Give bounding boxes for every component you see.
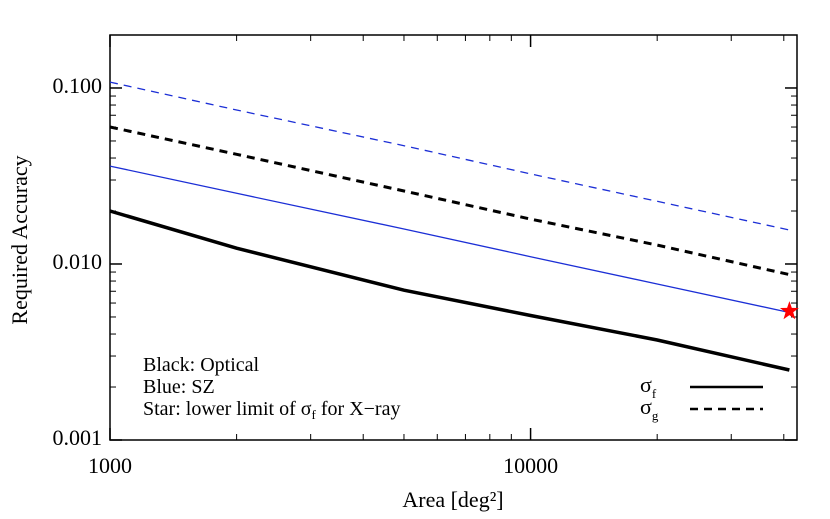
x-tick-label: 1000	[88, 453, 132, 478]
y-tick-label: 0.100	[53, 73, 103, 98]
y-tick-label: 0.001	[53, 425, 103, 450]
star-marker	[779, 301, 799, 320]
annotation-part: for X−ray	[316, 398, 401, 420]
annotation-part: Star: lower limit of σ	[143, 398, 312, 420]
annotation-part: Black: Optical	[143, 354, 260, 376]
series-line	[109, 81, 790, 231]
x-tick-label: 10000	[503, 453, 558, 478]
legend-symbol: σ	[640, 394, 652, 419]
y-tick-label: 0.010	[53, 249, 103, 274]
series-line	[109, 125, 790, 277]
legend-label: σg	[640, 394, 659, 423]
annotation: Black: Optical	[143, 354, 260, 376]
annotation: Blue: SZ	[143, 376, 215, 398]
plot-frame	[109, 34, 798, 441]
annotation: Star: lower limit of σf for X−ray	[143, 398, 400, 422]
legend-symbol: σ	[640, 372, 652, 397]
legend-label: σf	[640, 372, 657, 401]
series-line	[109, 209, 790, 372]
series-line	[109, 165, 790, 314]
legend-subscript: g	[652, 408, 659, 423]
x-axis-label: Area [deg²]	[402, 487, 503, 512]
annotation-part: f	[312, 407, 317, 422]
y-axis-label: Required Accuracy	[7, 155, 32, 324]
legend-subscript: f	[652, 386, 657, 401]
annotation-part: Blue: SZ	[143, 376, 215, 398]
